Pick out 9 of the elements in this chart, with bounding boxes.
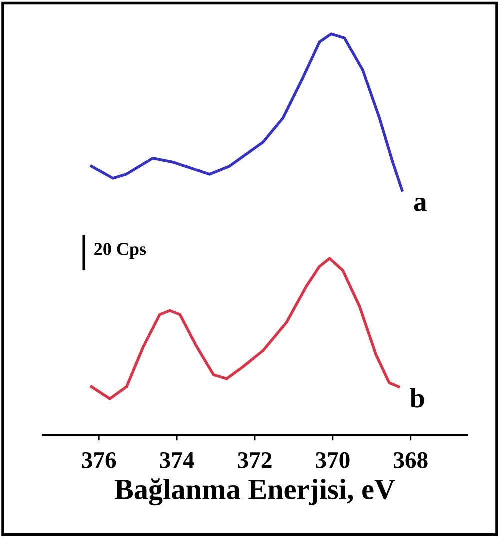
- series-label: b: [410, 388, 424, 408]
- x-tick-label: 368: [394, 452, 428, 468]
- x-axis-title: Bağlanma Enerjisi, eV: [114, 478, 396, 506]
- x-tick-label: 370: [316, 452, 350, 468]
- x-tick-label: 372: [238, 452, 272, 468]
- x-tick-label: 374: [160, 452, 194, 468]
- annotation: 20 Cps: [94, 243, 146, 259]
- series-label: a: [414, 198, 427, 212]
- x-tick-label: 376: [82, 452, 116, 468]
